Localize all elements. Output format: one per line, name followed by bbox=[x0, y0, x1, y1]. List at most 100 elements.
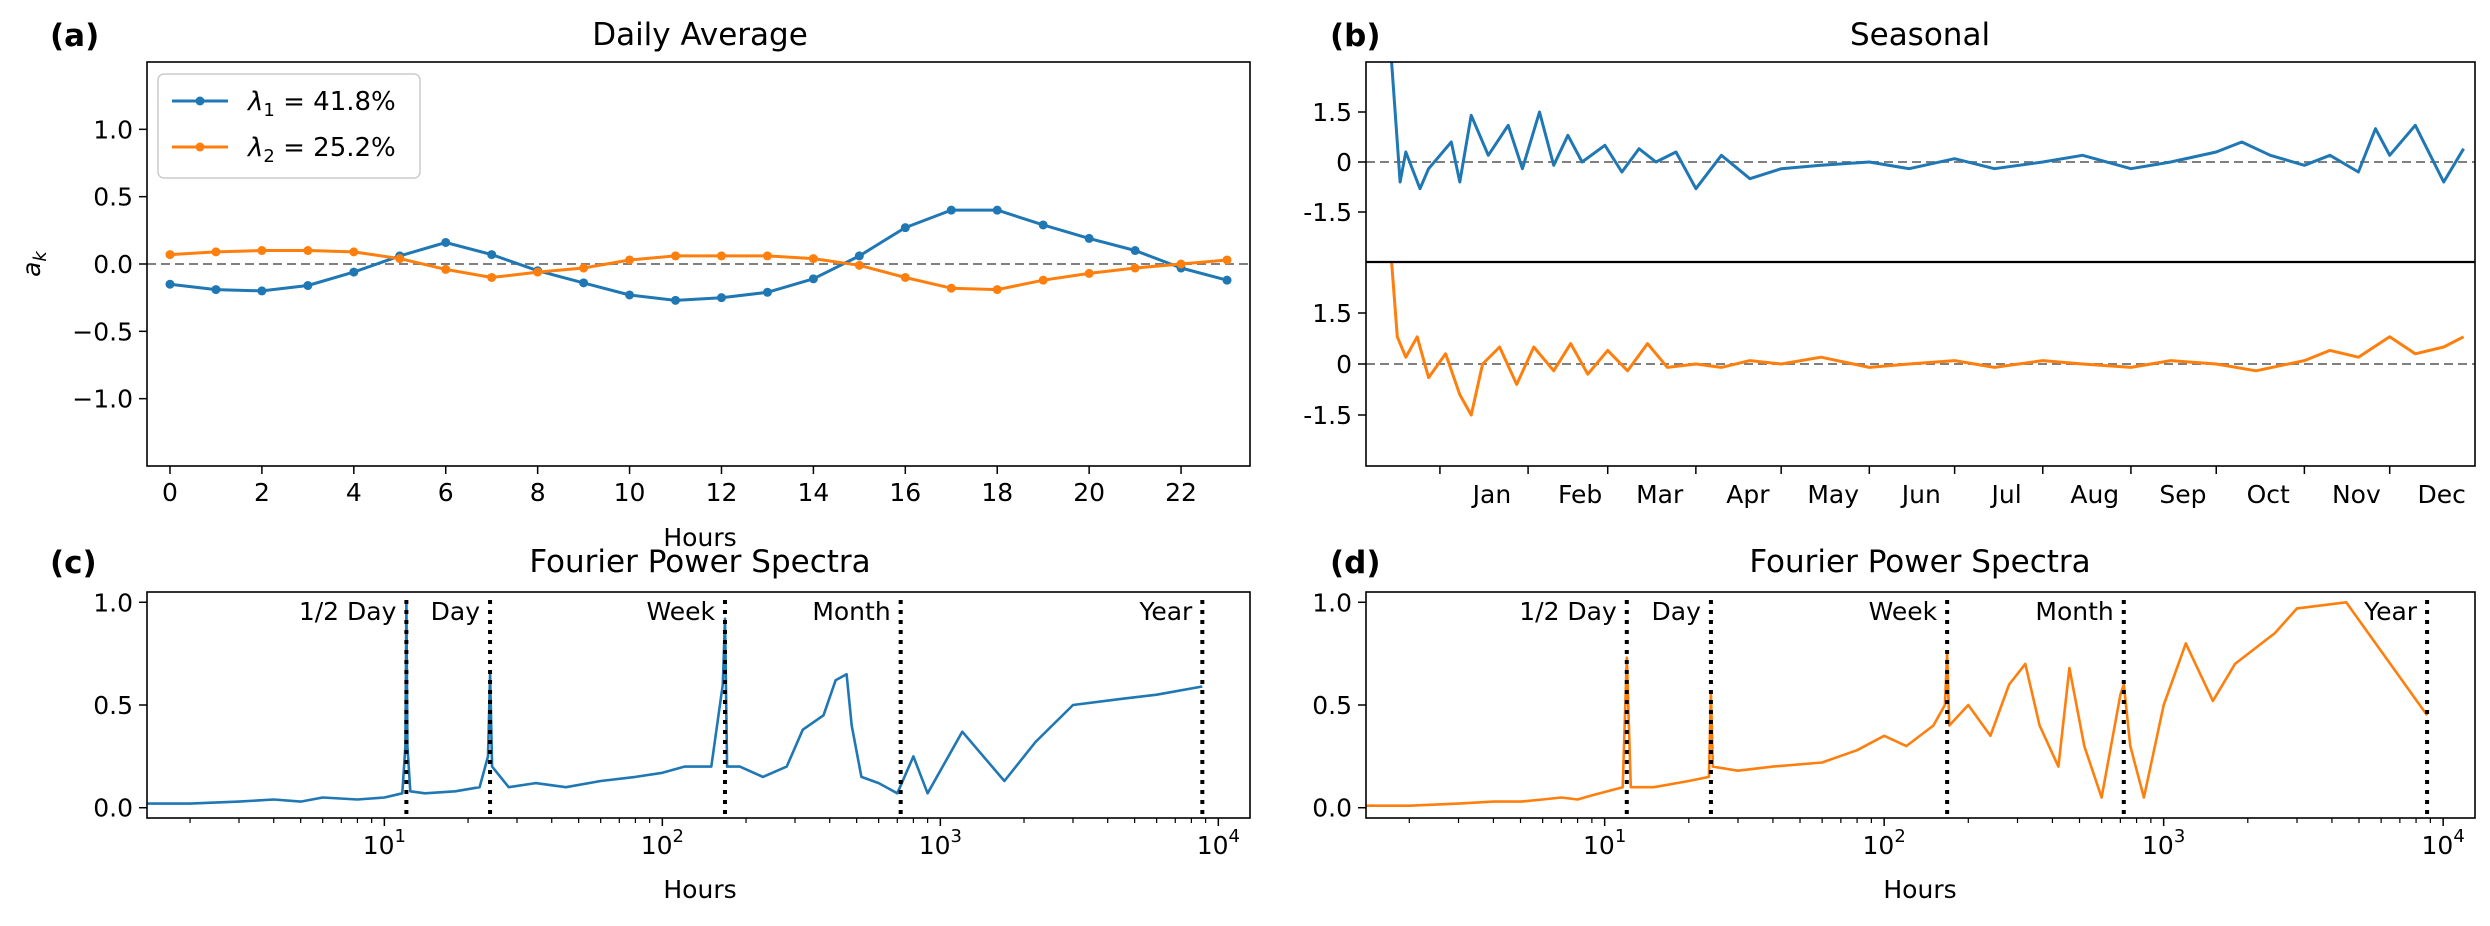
series-1-point bbox=[992, 205, 1002, 215]
period-marker-label: 1/2 Day bbox=[299, 597, 397, 626]
series-1-point bbox=[257, 286, 267, 296]
x-tick-label: Mar bbox=[1636, 480, 1684, 509]
panel-c-title: Fourier Power Spectra bbox=[529, 544, 870, 580]
x-tick-label: Sep bbox=[2159, 480, 2206, 509]
series-2-point bbox=[900, 272, 910, 282]
x-tick-label: Aug bbox=[2070, 480, 2119, 509]
panel-a-ylabel: ak bbox=[17, 250, 51, 277]
y-tick-label: 1.5 bbox=[1312, 98, 1352, 127]
x-tick-label: Jun bbox=[1900, 480, 1941, 509]
x-tick-label: 102 bbox=[1863, 826, 1906, 860]
series-2-point bbox=[992, 285, 1002, 295]
series-1-point bbox=[900, 223, 910, 233]
y-tick-label: 0.5 bbox=[93, 183, 133, 212]
x-tick-label: Jan bbox=[1471, 480, 1512, 509]
panel-c-plot: 1/2 Day Day Week Month Year 101 102 103 104 1.0 0.… bbox=[93, 588, 1251, 860]
series-2-point bbox=[533, 267, 543, 277]
x-tick-label: 8 bbox=[530, 478, 546, 507]
series-1-point bbox=[1130, 246, 1140, 256]
y-tick-label: 1.0 bbox=[93, 588, 133, 617]
y-tick-label: −1.0 bbox=[72, 385, 133, 414]
series-1-point bbox=[1222, 275, 1232, 285]
period-marker-label: Year bbox=[1138, 597, 1193, 626]
panel-a-xlabel: Hours bbox=[663, 523, 736, 552]
legend-label: λ1 = 41.8% bbox=[246, 87, 396, 121]
y-tick-label: -1.5 bbox=[1303, 401, 1352, 430]
series-2-point bbox=[441, 264, 451, 274]
panel-b-label: (b) bbox=[1330, 18, 1381, 54]
x-tick-label: 22 bbox=[1165, 478, 1197, 507]
x-tick-label: 0 bbox=[162, 478, 178, 507]
panel-d-xlabel: Hours bbox=[1883, 875, 1956, 904]
series-2-point bbox=[671, 251, 681, 261]
series-2-point bbox=[165, 250, 175, 260]
series-1-point bbox=[946, 205, 956, 215]
panel-d-plot: 1/2 Day Day Week Month Year 101 102 103 104 1.0 0.… bbox=[1312, 588, 2476, 860]
series-2-point bbox=[1176, 259, 1186, 269]
series-1-point bbox=[211, 285, 221, 295]
x-tick-label: Feb bbox=[1558, 480, 1602, 509]
y-tick-label: −0.5 bbox=[72, 317, 133, 346]
panel-a-title: Daily Average bbox=[592, 17, 808, 53]
series-1-point bbox=[1084, 233, 1094, 243]
series-2-point bbox=[1084, 268, 1094, 278]
period-marker-label: Week bbox=[646, 597, 715, 626]
x-tick-label: 12 bbox=[706, 478, 738, 507]
panel-b-frame bbox=[1365, 61, 2476, 467]
x-tick-label: Dec bbox=[2417, 480, 2465, 509]
series-2-point bbox=[487, 272, 497, 282]
y-tick-label: 0.0 bbox=[93, 794, 133, 823]
y-tick-label: 0.0 bbox=[93, 250, 133, 279]
panel-a-label: (a) bbox=[50, 18, 99, 54]
period-marker-label: Month bbox=[2035, 597, 2113, 626]
period-marker-label: Day bbox=[431, 597, 481, 626]
y-tick-label: -1.5 bbox=[1303, 198, 1352, 227]
legend: λ1 = 41.8% λ2 = 25.2% bbox=[157, 73, 421, 179]
x-tick-label: 6 bbox=[438, 478, 454, 507]
x-tick-label: May bbox=[1807, 480, 1859, 509]
x-tick-label: 2 bbox=[254, 478, 270, 507]
panel-c-label: (c) bbox=[50, 545, 97, 581]
series-1-point bbox=[165, 279, 175, 289]
period-marker-label: Month bbox=[812, 597, 890, 626]
series-2-point bbox=[395, 254, 405, 264]
x-tick-label: 16 bbox=[889, 478, 921, 507]
series-2-point bbox=[349, 247, 359, 257]
series-1-point bbox=[1038, 220, 1048, 230]
series-1-line bbox=[169, 208, 1228, 302]
panel-d-title: Fourier Power Spectra bbox=[1749, 544, 2090, 580]
seasonal-series-1 bbox=[1390, 61, 2465, 191]
panel-d-label: (d) bbox=[1330, 545, 1381, 581]
series-2-point bbox=[579, 263, 589, 273]
x-tick-label: 20 bbox=[1073, 478, 1105, 507]
y-tick-label: 1.0 bbox=[1312, 588, 1352, 617]
y-tick-label: 0.5 bbox=[1312, 691, 1352, 720]
series-2-point bbox=[946, 283, 956, 293]
series-2-point bbox=[625, 255, 635, 265]
legend-label: λ2 = 25.2% bbox=[246, 133, 396, 167]
legend-marker bbox=[195, 96, 205, 106]
x-tick-label: Nov bbox=[2332, 480, 2381, 509]
x-tick-label: 103 bbox=[2142, 826, 2185, 860]
series-2-point bbox=[1130, 263, 1140, 273]
x-tick-label: 102 bbox=[641, 826, 684, 860]
x-tick-label: Jul bbox=[1990, 480, 2022, 509]
series-1-point bbox=[625, 290, 635, 300]
period-marker-label: 1/2 Day bbox=[1519, 597, 1617, 626]
y-tick-label: 0 bbox=[1336, 148, 1352, 177]
y-tick-label: 0.0 bbox=[1312, 794, 1352, 823]
series-2-point bbox=[257, 246, 267, 256]
x-tick-label: 101 bbox=[363, 826, 406, 860]
series-1-point bbox=[441, 237, 451, 247]
x-tick-label: Apr bbox=[1726, 480, 1770, 509]
series-1-point bbox=[716, 293, 726, 303]
series-2-point bbox=[1038, 275, 1048, 285]
x-tick-label: Oct bbox=[2247, 480, 2290, 509]
period-marker-label: Week bbox=[1869, 597, 1938, 626]
spectrum-line bbox=[147, 600, 1203, 805]
series-1-point bbox=[808, 274, 818, 284]
x-tick-label: 4 bbox=[346, 478, 362, 507]
panel-b-title: Seasonal bbox=[1850, 17, 1990, 53]
period-marker-label: Day bbox=[1652, 597, 1702, 626]
